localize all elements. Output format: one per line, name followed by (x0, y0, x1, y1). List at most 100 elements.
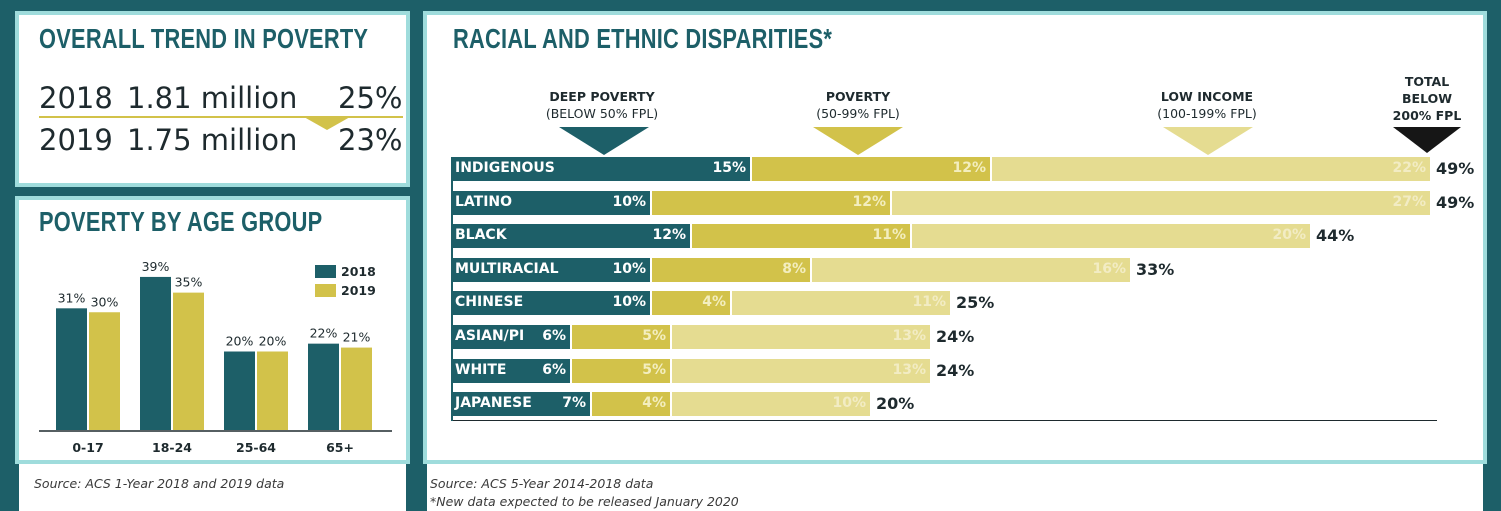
chart-baseline (452, 419, 1437, 421)
bar-value-label: 31% (58, 290, 86, 305)
disparities-source-box: Source: ACS 5-Year 2014-2018 data *New d… (427, 464, 1483, 511)
bar-segment-low-income (892, 190, 1430, 215)
segment-value-label: 12% (652, 227, 686, 244)
trend-panel: OVERALL TREND IN POVERTY 2018 1.81 milli… (15, 11, 410, 187)
trend-pct: 23% (338, 123, 403, 157)
category-label: 0-17 (72, 440, 103, 455)
category-label: 18-24 (152, 440, 192, 455)
legend-label: 2018 (341, 264, 376, 279)
age-source: Source: ACS 1-Year 2018 and 2019 data (34, 476, 285, 491)
bar-segment-low-income (732, 291, 950, 316)
stacked-bar-chart: 15% 12% 22% INDIGENOUS 49% 10% 12% 27% LATINO 49%… (427, 15, 1483, 460)
bar-2019-65+ (341, 347, 372, 430)
row-label: LATINO (455, 193, 513, 210)
segment-value-label: 5% (642, 328, 666, 344)
segment-value-label: 15% (712, 160, 746, 176)
disparities-note: *New data expected to be released Januar… (430, 494, 739, 509)
bar-value-label: 21% (343, 330, 371, 345)
bar-segment-deep-poverty (452, 291, 650, 316)
category-label: 25-64 (236, 440, 276, 455)
bar-segment-poverty (652, 257, 810, 282)
age-panel: POVERTY BY AGE GROUP 31% 30% 0-17 39% 35% 18-… (15, 196, 410, 464)
age-bar-chart: 31% 30% 0-17 39% 35% 18-24 20% 20% 25-64 22% 21% 65… (39, 259, 392, 455)
segment-value-label: 10% (612, 294, 646, 311)
row-total-label: 20% (876, 394, 915, 414)
bar-2019-18-24 (173, 292, 204, 430)
row-label: ASIAN/PI (455, 328, 525, 344)
trend-row-2018: 2018 1.81 million 25% (19, 81, 411, 121)
bar-2018-65+ (308, 343, 339, 430)
bar-value-label: 35% (175, 275, 203, 290)
down-arrow-icon (304, 117, 350, 130)
trend-pct: 25% (338, 81, 403, 115)
trend-year: 2018 (39, 81, 113, 115)
segment-value-label: 10% (612, 193, 646, 210)
bar-segment-deep-poverty (452, 224, 690, 249)
segment-value-label: 6% (542, 361, 566, 378)
row-total-label: 24% (936, 327, 975, 346)
bar-segment-deep-poverty (452, 257, 650, 282)
bar-segment-poverty (752, 157, 990, 181)
row-total-label: 49% (1436, 159, 1475, 178)
segment-value-label: 22% (1392, 160, 1426, 176)
segment-value-label: 10% (612, 260, 646, 277)
segment-value-label: 11% (912, 294, 946, 311)
bar-segment-low-income (672, 325, 930, 349)
segment-value-label: 13% (892, 328, 926, 344)
row-total-label: 33% (1136, 259, 1175, 279)
segment-value-label: 12% (852, 193, 886, 210)
trend-year: 2019 (39, 123, 113, 157)
segment-value-label: 20% (1272, 227, 1306, 244)
bar-value-label: 22% (310, 326, 338, 341)
bar-2018-18-24 (140, 276, 171, 430)
row-total-label: 25% (956, 293, 995, 313)
bar-value-label: 20% (259, 334, 287, 349)
legend-swatch (315, 265, 336, 278)
trend-divider (39, 116, 403, 118)
segment-value-label: 11% (872, 227, 906, 244)
legend-swatch (315, 284, 336, 297)
bar-segment-low-income (672, 358, 930, 383)
chart-left-axis (451, 157, 453, 421)
bar-segment-low-income (992, 157, 1430, 181)
age-title: POVERTY BY AGE GROUP (39, 206, 323, 237)
segment-value-label: 16% (1092, 260, 1126, 277)
bar-segment-poverty (572, 325, 670, 349)
bar-segment-low-income (672, 392, 870, 417)
trend-amount: 1.81 million (127, 81, 298, 115)
segment-value-label: 5% (642, 361, 666, 378)
age-source-box: Source: ACS 1-Year 2018 and 2019 data (19, 464, 406, 511)
bar-segment-low-income (812, 257, 1130, 282)
segment-value-label: 4% (642, 395, 666, 412)
segment-value-label: 27% (1392, 193, 1426, 210)
bar-segment-poverty (652, 291, 730, 316)
segment-value-label: 10% (832, 395, 866, 412)
bar-value-label: 39% (142, 259, 170, 274)
trend-row-2019: 2019 1.75 million 23% (19, 123, 411, 163)
row-label: JAPANESE (455, 395, 532, 412)
disparities-source: Source: ACS 5-Year 2014-2018 data (430, 476, 654, 491)
bar-2018-25-64 (224, 351, 255, 430)
segment-value-label: 6% (542, 328, 566, 344)
segment-value-label: 8% (782, 260, 806, 277)
category-label: 65+ (326, 440, 354, 455)
bar-2018-0-17 (56, 308, 87, 430)
bar-segment-deep-poverty (452, 392, 590, 417)
row-label: INDIGENOUS (455, 160, 555, 176)
row-label: BLACK (455, 227, 507, 244)
segment-value-label: 12% (952, 160, 986, 176)
row-label: MULTIRACIAL (455, 260, 559, 277)
bar-segment-low-income (912, 224, 1310, 249)
bar-segment-deep-poverty (452, 325, 570, 349)
bar-segment-poverty (652, 190, 890, 215)
deep-poverty-arrow-icon (559, 127, 649, 155)
row-label: CHINESE (455, 294, 524, 311)
low-income-arrow-icon (1163, 127, 1253, 155)
segment-value-label: 13% (892, 361, 926, 378)
bar-segment-poverty (592, 392, 670, 417)
bar-value-label: 20% (226, 334, 254, 349)
trend-amount: 1.75 million (127, 123, 298, 157)
low-income-header: LOW INCOME (100-199% FPL) (1157, 89, 1257, 121)
row-total-label: 24% (936, 360, 975, 380)
row-total-label: 49% (1436, 192, 1475, 212)
